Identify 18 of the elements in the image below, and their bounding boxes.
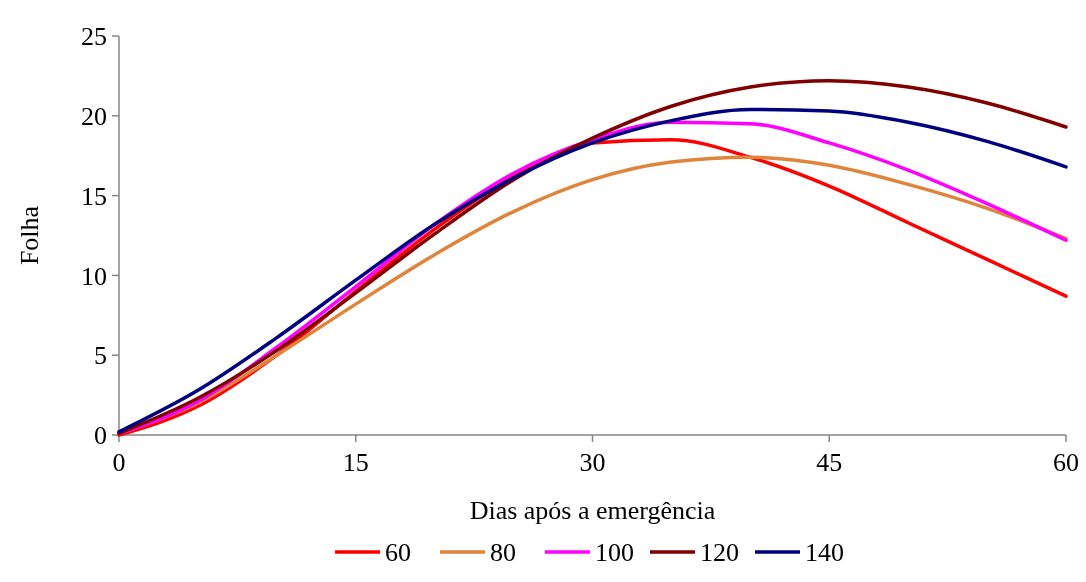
x-tick-label: 15 xyxy=(342,448,369,477)
y-tick-label: 10 xyxy=(81,261,107,291)
legend-label: 120 xyxy=(700,538,739,568)
y-tick-label: 20 xyxy=(81,101,107,131)
x-tick-label: 45 xyxy=(816,448,843,477)
legend-label: 60 xyxy=(385,538,411,568)
y-axis-title: Folha xyxy=(15,205,44,266)
x-tick-label: 30 xyxy=(579,448,606,477)
x-axis-title: Dias após a emergência xyxy=(469,496,716,525)
x-tick-label: 60 xyxy=(1053,448,1079,477)
x-tick-label: 0 xyxy=(112,448,126,477)
legend-label: 100 xyxy=(595,538,634,568)
y-tick-label: 25 xyxy=(81,22,107,52)
legend-label: 80 xyxy=(490,538,516,568)
y-tick-label: 15 xyxy=(81,181,107,211)
y-tick-label: 0 xyxy=(94,421,107,451)
legend-label: 140 xyxy=(805,538,844,568)
y-tick-label: 5 xyxy=(94,341,107,371)
